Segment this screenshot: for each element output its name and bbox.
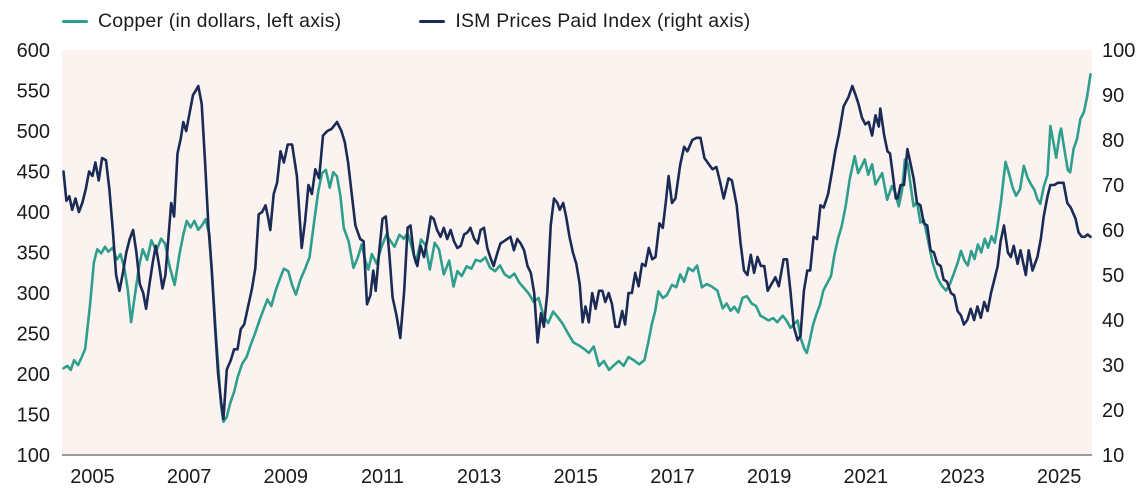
left-axis-tick-label: 300 [17, 283, 50, 305]
right-axis-tick-label: 40 [1102, 310, 1124, 332]
right-axis-tick-label: 10 [1102, 445, 1124, 467]
ism-line [62, 84, 1092, 421]
legend: Copper (in dollars, left axis) ISM Price… [62, 10, 750, 33]
left-axis-tick-label: 600 [17, 40, 50, 62]
left-axis-tick-label: 100 [17, 445, 50, 467]
x-axis-tick-label: 2011 [361, 466, 404, 488]
left-axis-tick-label: 500 [17, 121, 50, 143]
copper-line-swatch [62, 20, 88, 23]
x-axis-tick-label: 2021 [844, 466, 889, 488]
right-axis-tick-label: 100 [1102, 40, 1135, 62]
left-axis-tick-label: 550 [17, 81, 50, 103]
ism-line-swatch [419, 20, 446, 23]
x-axis-tick-label: 2017 [650, 466, 695, 488]
right-axis-tick-label: 60 [1102, 220, 1124, 242]
x-axis-tick-label: 2025 [1037, 466, 1082, 488]
left-axis-tick-label: 450 [17, 162, 50, 184]
copper-legend-label: Copper (in dollars, left axis) [98, 10, 342, 32]
x-axis-tick-label: 2005 [70, 466, 115, 488]
ism-legend-label: ISM Prices Paid Index (right axis) [455, 10, 751, 32]
left-axis-tick-label: 150 [17, 405, 50, 427]
legend-item-ism: ISM Prices Paid Index (right axis) [419, 10, 750, 33]
x-axis-tick-label: 2019 [747, 466, 792, 488]
plot-area [62, 50, 1092, 455]
left-axis-tick-label: 250 [17, 324, 50, 346]
left-axis-tick-label: 200 [17, 364, 50, 386]
copper-line [62, 73, 1092, 424]
x-axis-tick-label: 2007 [167, 466, 212, 488]
right-axis-tick-label: 80 [1102, 130, 1124, 152]
x-axis-tick-label: 2009 [264, 466, 309, 488]
right-axis-tick-label: 50 [1102, 265, 1124, 287]
right-axis-tick-label: 30 [1102, 355, 1124, 377]
left-axis-tick-label: 400 [17, 202, 50, 224]
right-axis-tick-label: 20 [1102, 400, 1124, 422]
x-axis-tick-label: 2015 [554, 466, 599, 488]
right-axis-tick-label: 70 [1102, 175, 1124, 197]
legend-item-copper: Copper (in dollars, left axis) [62, 10, 341, 33]
right-axis-tick-label: 90 [1102, 85, 1124, 107]
x-axis-tick-label: 2023 [940, 466, 985, 488]
x-axis-tick-label: 2013 [457, 466, 502, 488]
left-axis-tick-label: 350 [17, 243, 50, 265]
